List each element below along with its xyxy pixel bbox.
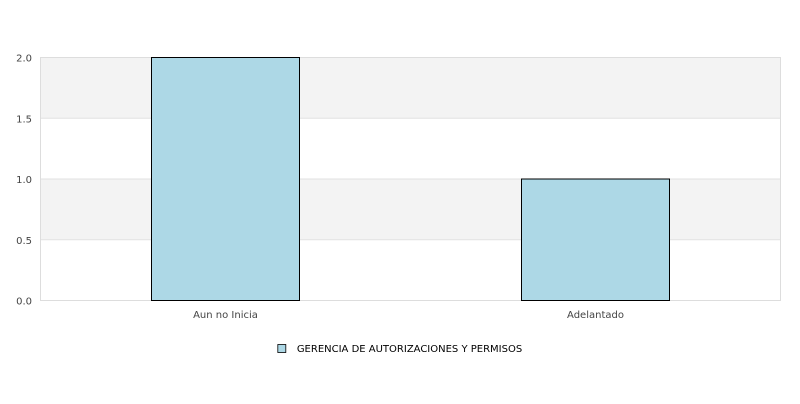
y-tick-label: 1.0 — [16, 175, 32, 186]
y-tick-label: 0.5 — [16, 236, 32, 247]
legend-swatch — [277, 344, 287, 353]
x-tick-label: Aun no Inicia — [193, 310, 258, 321]
legend: GERENCIA DE AUTORIZACIONES Y PERMISOS — [277, 344, 522, 355]
bar — [151, 57, 300, 301]
y-axis-tick-labels: 0.0 0.5 1.0 1.5 2.0 — [16, 54, 32, 308]
y-tick-label: 1.5 — [16, 114, 32, 125]
y-tick-label: 0.0 — [16, 297, 32, 308]
x-tick-label: Adelantado — [567, 310, 624, 321]
x-axis-tick-labels: Aun no Inicia Adelantado — [193, 310, 624, 321]
bars — [151, 57, 670, 301]
plot-area-border — [40, 57, 781, 301]
legend-label: GERENCIA DE AUTORIZACIONES Y PERMISOS — [297, 344, 522, 355]
y-tick-label: 2.0 — [16, 54, 32, 65]
bar — [521, 178, 670, 301]
